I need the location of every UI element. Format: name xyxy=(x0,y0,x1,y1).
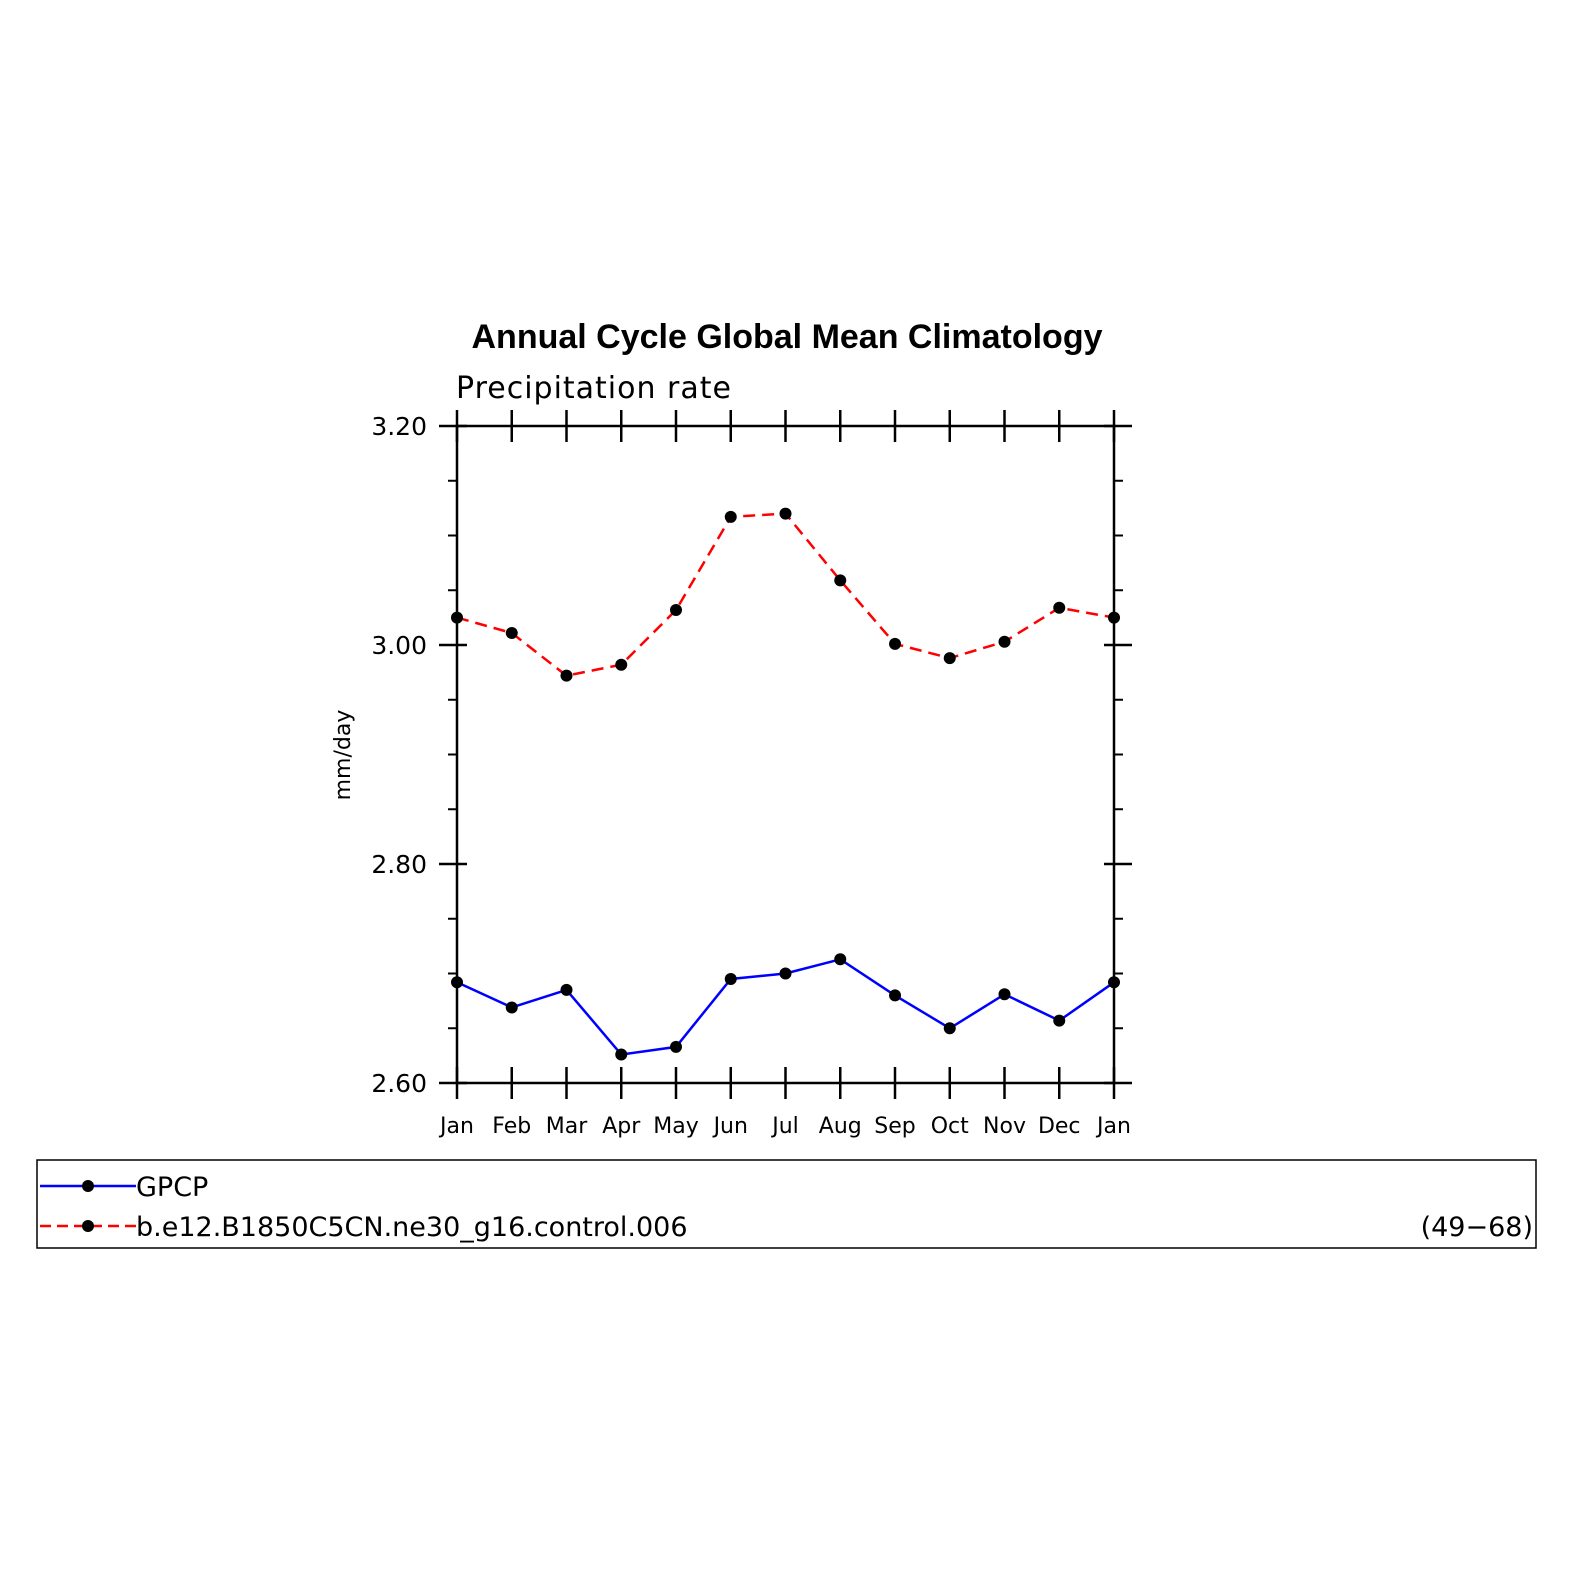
data-point xyxy=(505,626,518,639)
data-point xyxy=(889,989,901,1002)
chart-subtitle: Precipitation rate xyxy=(456,371,732,406)
axes: 2.60 2.80 3.00 3.20 Jan Feb Mar Apr May Jun Jul Aug… xyxy=(371,410,1132,1139)
data-point xyxy=(779,967,792,980)
xtick-label: Oct xyxy=(931,1114,969,1139)
y-axis-label: mm/day xyxy=(331,710,356,801)
xtick-label: Nov xyxy=(983,1114,1026,1139)
xtick-label: Jan xyxy=(1095,1114,1131,1139)
data-point xyxy=(1108,611,1120,624)
xtick-label: May xyxy=(653,1114,698,1139)
xtick-label: Jul xyxy=(770,1114,799,1139)
data-point xyxy=(943,652,956,665)
data-point xyxy=(670,1040,682,1053)
data-point xyxy=(560,983,573,996)
xtick-label: Apr xyxy=(602,1114,641,1139)
chart-title: Annual Cycle Global Mean Climatology xyxy=(472,318,1103,356)
ytick-label: 3.20 xyxy=(371,412,427,441)
legend-label-gpcp: GPCP xyxy=(136,1172,208,1203)
data-point xyxy=(560,669,573,682)
data-point xyxy=(1053,601,1066,614)
series-layer xyxy=(451,507,1120,1061)
xtick-label: Jan xyxy=(438,1114,474,1139)
ytick-label: 3.00 xyxy=(371,631,427,660)
legend-label-model: b.e12.B1850C5CN.ne30_g16.control.006 xyxy=(136,1212,688,1243)
xtick-label: Jun xyxy=(712,1114,748,1139)
data-point xyxy=(670,603,682,616)
data-point xyxy=(1053,1014,1066,1027)
xtick-label: Feb xyxy=(492,1114,531,1139)
data-point xyxy=(834,953,847,966)
xtick-label: Sep xyxy=(874,1114,915,1139)
ytick-label: 2.80 xyxy=(371,850,427,879)
legend-marker-gpcp xyxy=(82,1180,94,1192)
xtick-label: Aug xyxy=(819,1114,862,1139)
data-point xyxy=(615,658,628,671)
data-point xyxy=(451,976,463,989)
data-point xyxy=(889,637,901,650)
data-point xyxy=(834,574,847,587)
legend-note: (49−68) xyxy=(1421,1212,1533,1243)
legend-marker-model xyxy=(82,1220,94,1232)
data-point xyxy=(779,507,792,520)
data-point xyxy=(998,635,1011,648)
data-point xyxy=(724,972,737,985)
data-point xyxy=(724,510,737,523)
data-point xyxy=(943,1022,956,1035)
data-point xyxy=(615,1048,628,1061)
data-point xyxy=(451,611,463,624)
series-line-1 xyxy=(456,512,1115,678)
data-point xyxy=(1108,976,1120,989)
xtick-label: Dec xyxy=(1038,1114,1081,1139)
plot-frame xyxy=(455,424,1116,1085)
ytick-label: 2.60 xyxy=(371,1069,427,1098)
legend: GPCP b.e12.B1850C5CN.ne30_g16.control.00… xyxy=(36,1159,1537,1249)
legend-box xyxy=(36,1159,1537,1249)
data-point xyxy=(505,1001,518,1014)
data-point xyxy=(998,988,1011,1001)
xtick-label: Mar xyxy=(546,1114,588,1139)
